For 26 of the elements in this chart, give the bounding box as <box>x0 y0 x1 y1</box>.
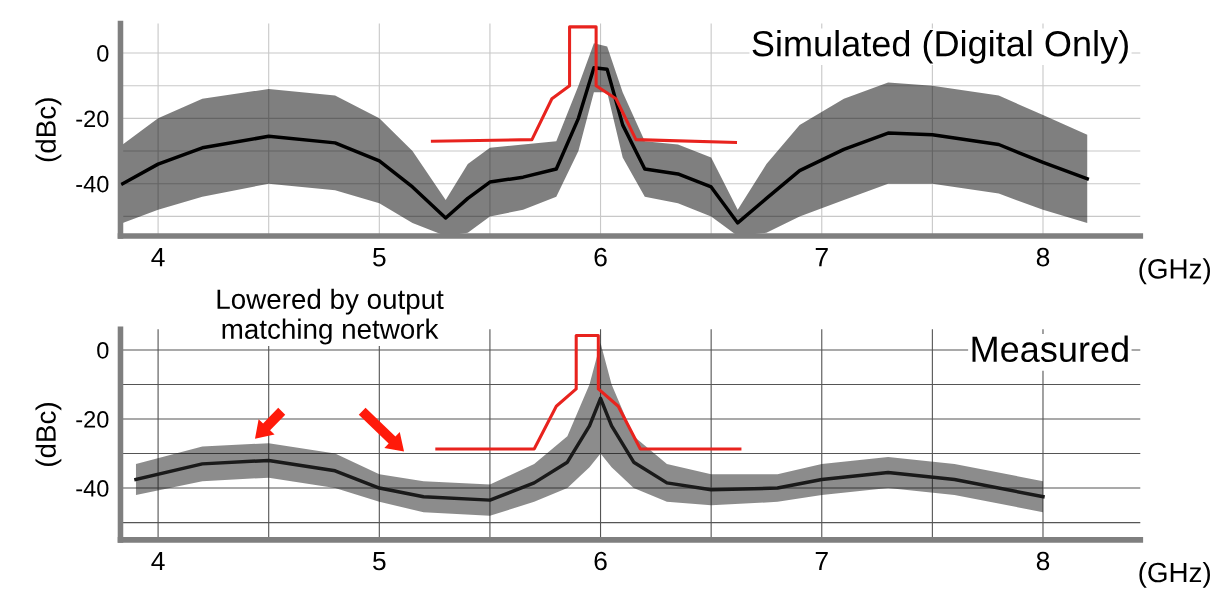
x-tick-label: 8 <box>1036 247 1050 267</box>
y-axis-title: (dBc) <box>35 98 62 162</box>
chart-title: Simulated (Digital Only) <box>752 29 1128 64</box>
y-tick-label: -20 <box>76 110 109 128</box>
y-axis-title: (dBc) <box>35 403 62 466</box>
line-series <box>430 25 738 145</box>
x-axis-title: (GHz) <box>1139 258 1210 285</box>
y-tick-label: 0 <box>97 342 109 359</box>
x-tick-label: 6 <box>594 551 607 571</box>
x-tick-label: 7 <box>815 551 828 571</box>
annotation: Lowered by output matching network <box>217 288 444 345</box>
line-series <box>120 65 1089 225</box>
x-tick-label: 4 <box>151 551 165 571</box>
x-axis-title: (GHz) <box>1139 561 1210 588</box>
x-tick-label: 5 <box>373 248 386 267</box>
chart-title: Measured <box>972 335 1128 363</box>
x-tick-label: 6 <box>594 247 607 267</box>
x-tick-label: 8 <box>1036 551 1050 571</box>
y-tick-label: -40 <box>76 480 109 497</box>
x-tick-label: 4 <box>151 248 165 267</box>
y-tick-label: -20 <box>76 411 109 428</box>
x-tick-label: 7 <box>815 248 828 267</box>
y-tick-label: 0 <box>97 45 109 62</box>
y-tick-label: -40 <box>76 175 109 193</box>
x-tick-label: 5 <box>373 551 386 571</box>
line-series <box>134 396 1045 502</box>
